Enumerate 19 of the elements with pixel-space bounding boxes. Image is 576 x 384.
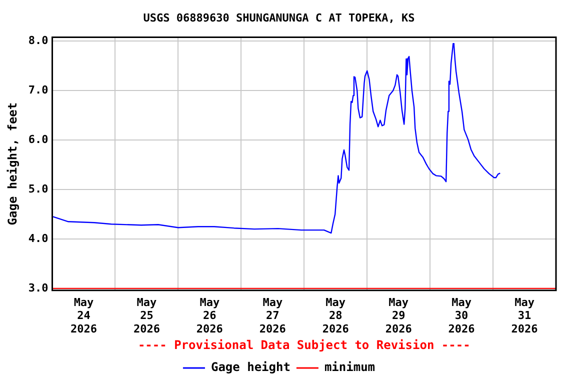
y-tick-label: 6.0 [28,132,48,146]
y-axis-title: Gage height, feet [5,102,20,226]
x-tick-label: May 25 2026 [133,296,160,336]
x-tick-label: May 30 2026 [448,296,476,336]
y-tick-label: 5.0 [28,182,48,196]
x-tick-label: May 29 2026 [385,296,412,336]
x-tick-label: May 27 2026 [259,296,286,336]
text: ---- Provisional Data Subject to Revision ---- [138,338,470,352]
legend-label: minimum [324,360,376,374]
x-tick-label: May 31 2026 [511,296,538,336]
x-tick-label: May 26 2026 [196,296,224,336]
legend-label: Gage height [210,360,290,374]
chart-title: USGS 06889630 SHUNGANUNGA C AT TOPEKA, KS [143,11,415,24]
y-tick-label: 7.0 [28,83,48,96]
x-tick-label: May 28 2026 [322,296,350,336]
y-tick-label: 3.0 [28,281,48,294]
y-tick-label: 4.0 [28,232,48,245]
y-tick-label: 8.0 [28,34,48,48]
x-tick-label: May 24 2026 [70,296,98,336]
